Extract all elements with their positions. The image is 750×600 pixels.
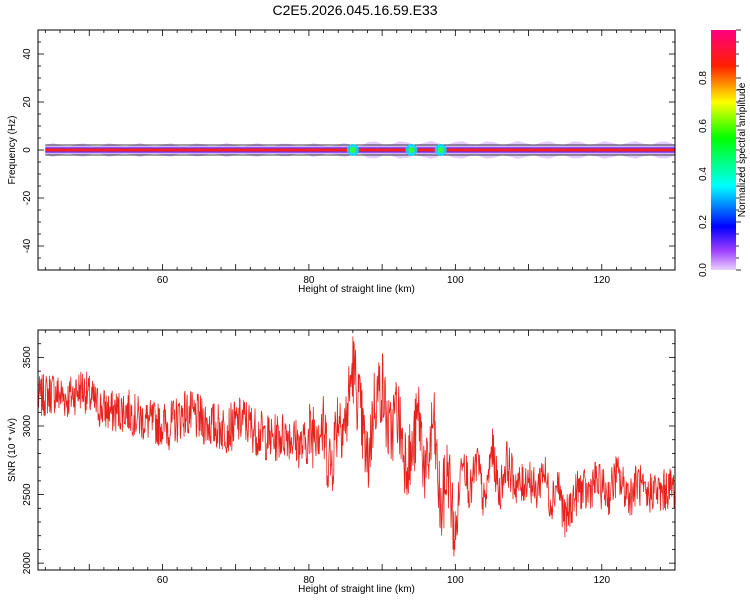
colorbar: 0.0 0.2 0.4 0.6 0.8 Normalized spectral ampli… — [698, 29, 748, 277]
spec-xtick-label: 100 — [447, 275, 464, 286]
spec-band-core — [45, 148, 675, 152]
colorbar-tick-label: 0.6 — [698, 119, 709, 133]
snr-xlabel: Height of straight line (km) — [298, 584, 415, 595]
colorbar-tick-label: 0.4 — [698, 167, 709, 181]
spec-ytick-label: 20 — [22, 96, 33, 108]
colorbar-gradient — [711, 30, 736, 270]
colorbar-tick-label: 0.0 — [698, 263, 709, 277]
snr-xtick-label: 60 — [157, 575, 169, 586]
colorbar-tick-label: 0.2 — [698, 215, 709, 229]
spectrogram-panel: 40 20 0 -20 -40 60 80 100 120 Height of straight … — [7, 29, 676, 295]
snr-ytick-label: 3500 — [22, 346, 33, 369]
snr-series-line — [38, 336, 675, 557]
snr-ytick-label: 2500 — [22, 483, 33, 506]
spec-ytick-label: 0 — [22, 147, 33, 153]
snr-xtick-label: 100 — [447, 575, 464, 586]
spec-ytick-label: 40 — [22, 48, 33, 60]
spec-bright-spot-core — [349, 147, 356, 153]
spec-ytick-label: -40 — [22, 238, 33, 253]
spec-ytick-label: -20 — [22, 190, 33, 205]
colorbar-label: Normalized spectral amplitude — [737, 82, 748, 217]
snr-ylabel: SNR (10 * v/v) — [7, 418, 18, 482]
spec-xtick-label: 120 — [593, 275, 610, 286]
colorbar-tick-label: 0.8 — [698, 71, 709, 85]
spec-bright-spot-core — [408, 147, 415, 153]
spec-bright-spot-core — [437, 147, 444, 153]
spec-ylabel: Frequency (Hz) — [7, 116, 18, 185]
snr-panel: 3500 3000 2500 2000 60 80 100 120 Height of stra… — [7, 329, 676, 595]
snr-ytick-label: 2000 — [22, 552, 33, 575]
spec-frame — [37, 29, 676, 271]
spec-xlabel: Height of straight line (km) — [298, 284, 415, 295]
chart-title: C2E5.2026.045.16.59.E33 — [272, 2, 438, 18]
snr-frame — [37, 329, 676, 571]
snr-xtick-label: 80 — [303, 575, 315, 586]
snr-ytick-label: 3000 — [22, 414, 33, 437]
snr-xtick-label: 120 — [593, 575, 610, 586]
spec-xtick-label: 80 — [303, 275, 315, 286]
spec-xtick-label: 60 — [157, 275, 169, 286]
